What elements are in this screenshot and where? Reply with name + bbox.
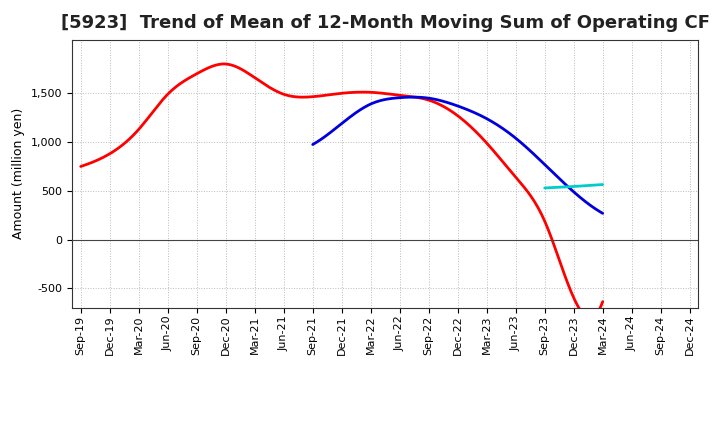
5 Years — [598, 211, 607, 216]
3 Years — [552, 247, 560, 252]
5 Years — [481, 115, 490, 121]
5 Years — [482, 116, 490, 121]
3 Years — [518, 183, 527, 188]
Line: 5 Years: 5 Years — [312, 97, 603, 213]
Y-axis label: Amount (million yen): Amount (million yen) — [12, 108, 25, 239]
5 Years — [487, 118, 495, 124]
3 Years — [586, 315, 595, 321]
5 Years — [409, 95, 418, 100]
5 Years — [310, 141, 318, 147]
Title: [5923]  Trend of Mean of 12-Month Moving Sum of Operating CF: [5923] Trend of Mean of 12-Month Moving … — [60, 15, 710, 33]
3 Years — [387, 92, 396, 97]
5 Years — [554, 175, 562, 180]
3 Years — [76, 164, 85, 169]
5 Years — [572, 192, 581, 197]
3 Years — [397, 93, 406, 98]
5 Years — [308, 142, 317, 147]
3 Years — [220, 61, 228, 66]
3 Years — [598, 299, 607, 304]
3 Years — [78, 163, 87, 169]
7 Years — [598, 182, 607, 187]
Line: 3 Years: 3 Years — [81, 64, 603, 318]
7 Years — [541, 185, 549, 191]
7 Years — [570, 184, 578, 189]
Line: 7 Years: 7 Years — [545, 184, 603, 188]
3 Years — [389, 92, 397, 97]
